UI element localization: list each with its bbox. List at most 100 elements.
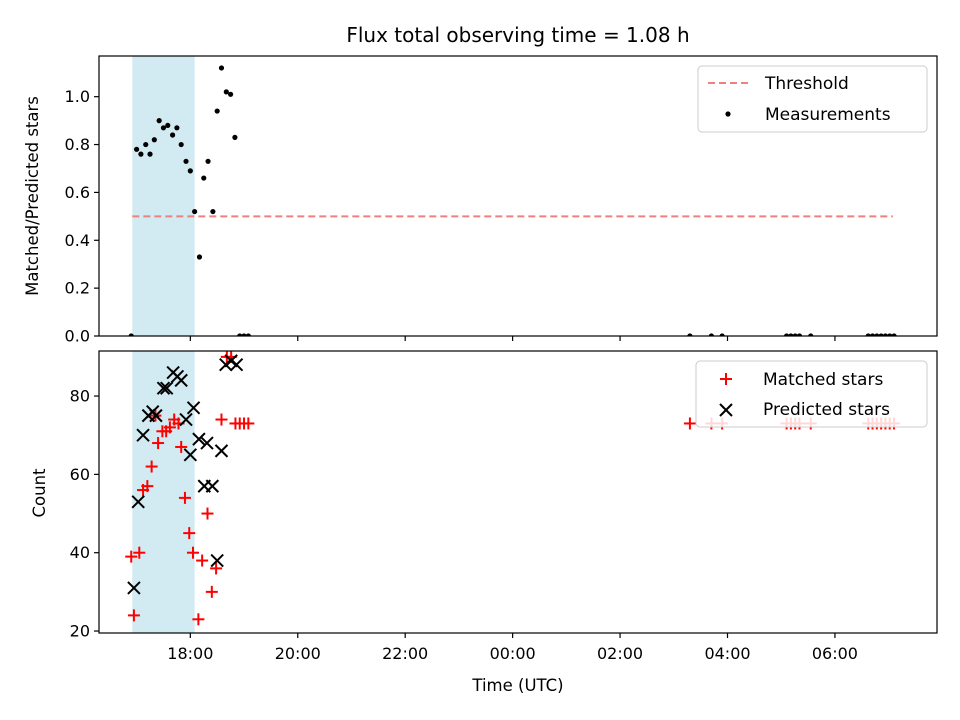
measurement-point [205, 158, 211, 164]
y-tick-label: 0.6 [65, 183, 90, 202]
x-tick-label: 18:00 [167, 644, 213, 663]
legend-matched-label: Matched stars [763, 370, 883, 390]
x-tick-label: 22:00 [382, 644, 428, 663]
measurement-point [147, 151, 153, 157]
legend-predicted-label: Predicted stars [763, 400, 890, 420]
y-tick-label: 60 [70, 465, 90, 484]
matched-star-point [163, 421, 176, 434]
y-tick-label: 80 [70, 387, 90, 406]
matched-star-point [183, 527, 196, 540]
legend-matched-swatch [720, 373, 732, 385]
predicted-star-point [136, 428, 150, 442]
matched-star-point [152, 437, 165, 450]
measurement-point [687, 333, 693, 336]
measurement-point [210, 208, 216, 215]
predicted-star-point [179, 412, 193, 427]
legend-measurements-swatch [725, 111, 731, 117]
y-tick-label: 20 [70, 622, 90, 641]
measurement-point [708, 333, 714, 336]
count-axes-frame [98, 350, 938, 634]
x-tick-label: 20:00 [275, 644, 321, 663]
matched-star-point [127, 609, 140, 622]
measurement-point [201, 175, 207, 181]
matched-star-point [178, 491, 191, 504]
x-axis-label: Time (UTC) [471, 676, 563, 695]
y-tick-label: 0.8 [65, 135, 90, 154]
measurement-point [134, 146, 140, 152]
y-tick-label: 0.0 [65, 327, 90, 346]
x-tick-label: 06:00 [812, 644, 858, 663]
y-tick-label: 1.0 [65, 87, 90, 106]
measurement-point [214, 108, 220, 114]
matched-star-point [187, 546, 200, 559]
predicted-star-point [210, 553, 224, 568]
matched-star-point [141, 480, 154, 493]
measurement-point [792, 333, 798, 336]
predicted-star-point [149, 408, 163, 423]
x-tick-label: 00:00 [490, 644, 536, 663]
x-tick-label: 04:00 [704, 644, 750, 663]
count-legend-box [695, 360, 928, 428]
count-legend: Matched stars Predicted stars [695, 360, 928, 428]
predicted-star-point [156, 381, 171, 395]
measurement-point [241, 333, 247, 336]
matched-star-point [683, 417, 696, 430]
ratio-y-ticks: 0.0 0.2 0.4 0.6 0.8 1.0 [65, 87, 99, 346]
matched-star-point [215, 413, 228, 426]
y-tick-label: 40 [70, 543, 90, 562]
ratio-legend: Threshold Measurements [697, 65, 928, 133]
measurement-point [196, 254, 203, 260]
predicted-star-point [183, 448, 198, 462]
measurement-point [183, 158, 189, 164]
observing-window-top [132, 56, 195, 336]
x-tick-label: 02:00 [597, 644, 643, 663]
measurement-point [187, 168, 193, 174]
measurement-point [874, 333, 880, 336]
predicted-star-point [192, 432, 206, 446]
measurement-point [869, 333, 876, 336]
legend-threshold-label: Threshold [764, 74, 849, 94]
matched-star-point [205, 585, 218, 598]
matched-star-point [242, 417, 255, 430]
legend-predicted-swatch [719, 403, 733, 417]
measurement-point [232, 134, 238, 140]
measurement-point [218, 65, 225, 71]
matched-star-point [145, 460, 158, 473]
ratio-axes-frame [98, 55, 938, 337]
measurement-point [174, 125, 180, 131]
matched-star-point [210, 562, 223, 575]
ratio-panel: 0.0 0.2 0.4 0.6 0.8 1.0 Matched/Predicted sta… [23, 55, 938, 346]
chart-title: Flux total observing time = 1.08 h [346, 23, 689, 47]
measurement-point [151, 137, 157, 143]
measurement-point [192, 208, 198, 215]
matched-star-point [192, 613, 205, 626]
count-y-axis-label: Count [30, 468, 49, 518]
predicted-star-point [174, 373, 188, 388]
y-tick-label: 0.4 [65, 231, 90, 250]
predicted-star-point [214, 444, 229, 458]
count-y-ticks: 20 40 60 80 [70, 387, 99, 641]
measurement-point [138, 151, 144, 157]
measurement-point [223, 89, 229, 95]
matched-star-point [196, 554, 209, 567]
measurement-point [788, 333, 794, 336]
measurement-point [783, 333, 790, 336]
predicted-star-point [159, 381, 174, 395]
measurement-point [882, 333, 889, 336]
measurement-point [169, 132, 176, 138]
predicted-star-point [229, 358, 244, 372]
measurement-point [878, 333, 884, 336]
measurement-point [165, 122, 171, 129]
measurement-point [160, 125, 167, 131]
predicted-star-point [205, 479, 220, 493]
y-tick-label: 0.2 [65, 279, 90, 298]
measurement-point [887, 333, 893, 336]
predicted-star-point [127, 581, 141, 595]
predicted-star-point [186, 401, 201, 415]
ratio-legend-box [697, 65, 928, 133]
ratio-x-ticks [189, 336, 836, 341]
measurement-point [865, 333, 871, 336]
measurement-point [128, 333, 134, 336]
measurement-point [891, 333, 897, 336]
